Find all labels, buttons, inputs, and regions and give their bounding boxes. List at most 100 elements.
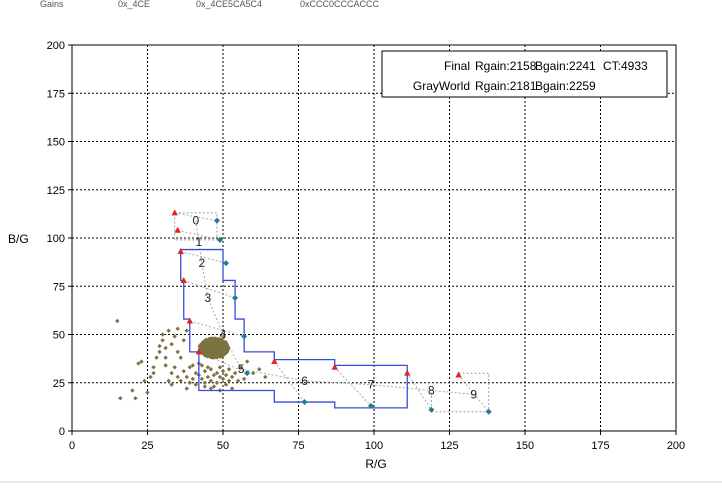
scatter-point [157,343,162,349]
header-item-1: 0x_4CE [118,0,150,9]
scatter-point [205,337,211,342]
scatter-point [169,341,174,347]
scatter-point [199,363,205,368]
dashed-connector [334,366,372,407]
red-marker [195,348,203,355]
scatter-point [257,367,262,372]
scatter-point [223,372,229,378]
scatter-point [118,395,123,401]
scatter-point [202,380,208,385]
x-tick-label: 50 [217,440,229,452]
scatter-point [163,345,168,351]
scatter-point [212,351,218,356]
segment-label: 7 [368,378,375,392]
scatter-point [238,365,244,370]
scatter-point [181,368,186,374]
scatter-point [217,354,223,359]
red-marker [186,317,193,324]
segment-label: 2 [199,256,206,270]
red-marker [271,358,278,365]
scatter-point [178,378,183,384]
x-tick-label: 75 [292,440,304,452]
scatter-point [232,370,238,376]
teal-marker [213,217,220,224]
teal-marker [232,294,239,301]
red-marker [174,226,181,233]
x-axis-label: R/G [365,457,386,471]
segment-label: 0 [192,214,199,228]
y-tick-label: 50 [53,330,65,342]
scatter-point [169,370,174,376]
scatter-point [220,368,226,374]
scatter-point [193,382,199,387]
x-tick-label: 125 [440,440,458,452]
y-tick-label: 25 [53,378,65,390]
markers [171,209,492,415]
scatter-point [214,370,220,376]
segment-label: 9 [470,387,477,401]
scatter-point [148,374,153,380]
scatter-point [184,328,189,333]
scatter-point [139,359,144,364]
scatter-point [181,338,186,343]
dashed-connector [406,372,432,411]
scatter-point [169,382,174,387]
label-spine [195,220,474,395]
scatter-point [209,338,215,344]
y-tick-label: 150 [47,137,65,149]
scatter-point [160,332,165,337]
x-tick-label: 25 [141,440,153,452]
scatter-point [221,350,227,355]
red-marker [180,276,187,283]
y-tick-label: 100 [47,233,65,245]
y-axis-label: B/G [8,232,29,246]
scatter-point [175,374,180,380]
segment-label: 3 [205,291,212,305]
red-marker [455,371,462,378]
scatter-point [163,355,168,360]
final-bgain: Bgain:2241 [535,59,596,73]
y-tick-label: 175 [47,88,65,100]
scatter-point [211,372,217,378]
scatter-point [175,326,180,331]
scatter-point [202,384,208,389]
scatter-point [222,342,228,348]
header-item-3: 0xCCC0CCCACCC [300,0,380,9]
grayworld-bgain: Bgain:2259 [535,79,596,93]
scatter-point [208,378,214,384]
scatter-point [206,340,212,346]
header-item-0: Gains [40,0,64,9]
x-tick-label: 100 [365,440,383,452]
segment-label: 6 [301,374,308,388]
grayworld-label: GrayWorld [413,79,470,93]
dashed-box-top [174,212,218,241]
scatter-point [208,367,214,372]
scatter-point [151,370,156,376]
scatter-point [206,351,211,357]
red-marker [177,248,184,255]
info-box: Final Rgain:2158 Bgain:2241 CT:4933 Gray… [381,50,668,98]
scatter-point [202,368,208,374]
segment-labels: 0 1 2 3 4 5 6 7 8 9 [192,214,477,402]
scatter-point [205,374,211,380]
scatter-point [142,378,147,384]
scatter-point [217,337,222,342]
scatter-point [166,378,171,384]
scatter-point [215,342,220,348]
dashed-connector [189,320,245,337]
scatter-point [172,365,177,370]
scatter-point [251,370,256,376]
scatter-point [218,341,224,346]
scatter-point [226,367,232,372]
scatter-point [136,361,141,366]
scatter-point [184,374,189,380]
scatter-point [115,318,120,324]
scatter-point [208,386,214,391]
scatter-point [130,388,135,393]
scatter-point [220,346,225,351]
dashed-connector [183,279,236,299]
final-rgain: Rgain:2158 [475,59,537,73]
scatter-point [241,376,247,382]
segment-label: 4 [220,328,227,342]
